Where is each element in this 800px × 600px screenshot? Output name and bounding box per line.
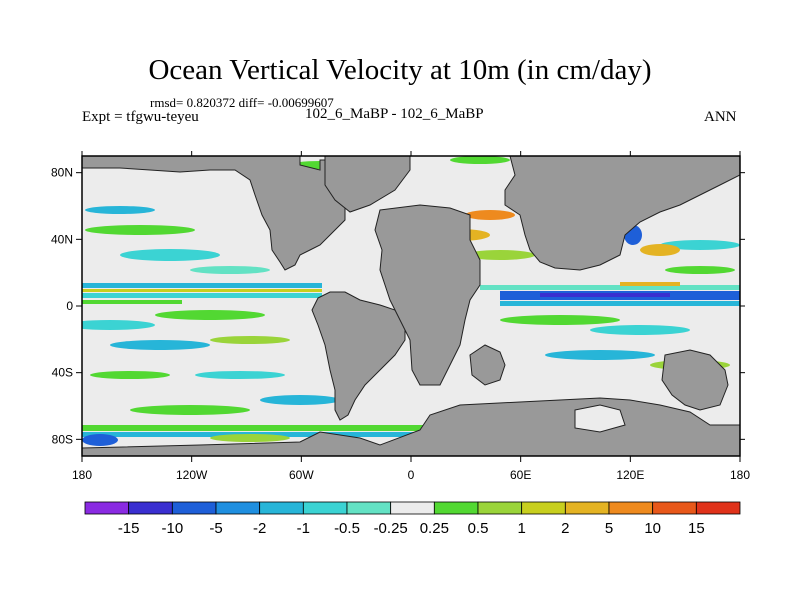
colorbar-label: -2 (253, 520, 266, 537)
streak (155, 310, 265, 320)
streak (85, 206, 155, 214)
streak (590, 325, 690, 335)
streak (82, 434, 118, 446)
lon-tick-label: 0 (408, 468, 415, 482)
colorbar-label: 5 (605, 520, 613, 537)
season-label: ANN (704, 109, 737, 125)
longitude-axis: 180 120W 60W 0 60E 120E 180 (72, 151, 750, 482)
colorbar-label: -15 (118, 520, 140, 537)
colorbar-label: 1 (517, 520, 525, 537)
colorbar-swatch (564, 501, 610, 515)
streak (130, 405, 250, 415)
eq-band-indopac-upper (480, 285, 740, 290)
colorbar-swatch (652, 501, 697, 515)
streak (660, 240, 740, 250)
map-panel (82, 156, 740, 456)
colorbar-label: -10 (161, 520, 183, 537)
colorbar-label: 10 (644, 520, 661, 537)
colorbar-swatch (215, 501, 261, 515)
colorbar-swatch (608, 501, 654, 515)
streak (190, 266, 270, 274)
colorbar-label: 0.5 (468, 520, 489, 537)
streak (85, 225, 195, 235)
colorbar-swatch (128, 501, 173, 515)
landmass-greenland (324, 156, 411, 213)
ice-shelf (574, 404, 626, 433)
plot-title: Ocean Vertical Velocity at 10m (in cm/da… (148, 54, 652, 86)
colorbar-swatch (390, 501, 435, 515)
lat-tick-label: 80S (52, 432, 73, 446)
lon-tick-label: 120E (616, 468, 644, 482)
lon-tick-label: 120W (176, 468, 208, 482)
lon-tick-label: 60E (510, 468, 531, 482)
streak (465, 210, 515, 220)
lat-tick-label: 40S (52, 366, 73, 380)
eq-band-pacific-core (82, 289, 322, 292)
colorbar-label: 2 (561, 520, 569, 537)
colorbar-swatch (171, 501, 217, 515)
landmass-australia (661, 349, 729, 411)
streak (665, 266, 735, 274)
streak (465, 250, 535, 260)
colorbar-swatch (433, 501, 479, 515)
colorbar-label: -0.5 (334, 520, 360, 537)
lon-tick-label: 180 (72, 468, 92, 482)
eq-band-pacific-lower (82, 293, 322, 298)
streak (545, 350, 655, 360)
experiment-label: Expt = tfgwu-teyeu (82, 109, 199, 125)
streak (110, 340, 210, 350)
eq-band-pacific-green (82, 300, 182, 304)
colorbar-swatch (521, 501, 566, 515)
landmass-india (469, 344, 506, 386)
colorbar: -15 -10 -5 -2 -1 -0.5 -0.25 0.25 0.5 1 2 5 10 15 (84, 501, 741, 537)
eq-band-warm-patch (620, 282, 680, 286)
land-masks (82, 156, 740, 456)
colorbar-swatch (302, 501, 348, 515)
streak (260, 395, 340, 405)
streak (120, 249, 220, 261)
lat-tick-label: 0 (66, 299, 73, 313)
colorbar-label: -1 (297, 520, 310, 537)
streak (500, 315, 620, 325)
streak (640, 244, 680, 256)
colorbar-swatch (259, 501, 304, 515)
eq-band-pacific-upper (82, 283, 322, 288)
southern-band (82, 425, 740, 431)
case-label: 102_6_MaBP - 102_6_MaBP (305, 106, 484, 122)
latitude-axis: 80N 40N 0 40S 80S (51, 166, 745, 446)
streak (195, 371, 285, 379)
lon-tick-label: 60W (289, 468, 314, 482)
lat-tick-label: 40N (51, 232, 73, 246)
streak (450, 156, 510, 164)
eq-band-indopac-strong (540, 293, 670, 297)
lat-tick-label: 80N (51, 166, 73, 180)
colorbar-swatch (695, 501, 741, 515)
streak (210, 434, 290, 442)
landmass-asia (504, 156, 740, 271)
colorbar-swatch (346, 501, 392, 515)
eq-band-indopac-lower (500, 301, 740, 306)
streak (82, 320, 155, 330)
rmsd-diff-stats: rmsd= 0.820372 diff= -0.00699607 (150, 95, 334, 110)
colorbar-label: -0.25 (374, 520, 408, 537)
colorbar-swatch (84, 501, 130, 515)
streak (210, 336, 290, 344)
landmass-south-america (311, 291, 406, 421)
lon-tick-label: 180 (730, 468, 750, 482)
streak (90, 371, 170, 379)
colorbar-label: 15 (688, 520, 705, 537)
colorbar-label: -5 (209, 520, 222, 537)
colorbar-label: 0.25 (420, 520, 449, 537)
landmass-africa-eurasia (374, 204, 481, 386)
colorbar-swatch (477, 501, 523, 515)
